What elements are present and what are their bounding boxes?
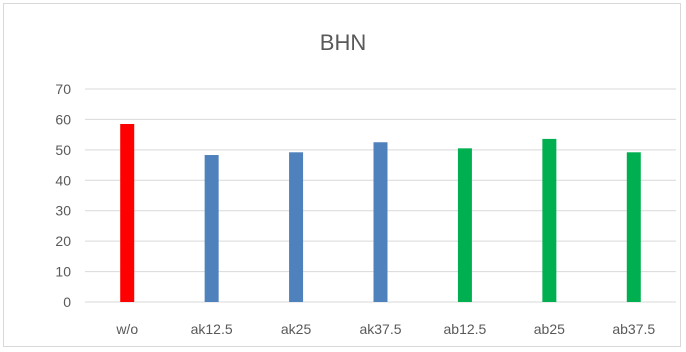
bar	[457, 148, 472, 302]
bar	[542, 138, 557, 302]
y-tick-label: 0	[63, 294, 71, 310]
x-tick-label: ab37.5	[612, 321, 655, 337]
y-tick-label: 60	[55, 111, 71, 127]
bar	[626, 152, 641, 302]
x-tick-label: ab25	[534, 321, 565, 337]
bar	[120, 123, 135, 302]
bar	[204, 155, 219, 302]
x-tick-label: ab12.5	[444, 321, 487, 337]
chart-title: BHN	[319, 30, 367, 55]
y-tick-label: 20	[55, 233, 71, 249]
bar	[373, 142, 388, 302]
bars	[120, 123, 641, 302]
x-tick-label: w/o	[115, 321, 138, 337]
x-tick-label: ak25	[281, 321, 312, 337]
x-tick-label: ak12.5	[191, 321, 233, 337]
chart-area	[3, 3, 681, 347]
y-tick-label: 40	[55, 172, 71, 188]
y-tick-label: 50	[55, 142, 71, 158]
x-tick-label: ak37.5	[359, 321, 401, 337]
y-axis-tick-labels: 0 10 20 30 40 50 60 70	[55, 81, 71, 310]
x-axis-tick-labels: w/o ak12.5 ak25 ak37.5 ab12.5 ab25 ab37.5	[115, 321, 655, 337]
y-tick-label: 10	[55, 264, 71, 280]
bar	[289, 152, 304, 302]
y-tick-label: 70	[55, 81, 71, 97]
y-tick-label: 30	[55, 203, 71, 219]
